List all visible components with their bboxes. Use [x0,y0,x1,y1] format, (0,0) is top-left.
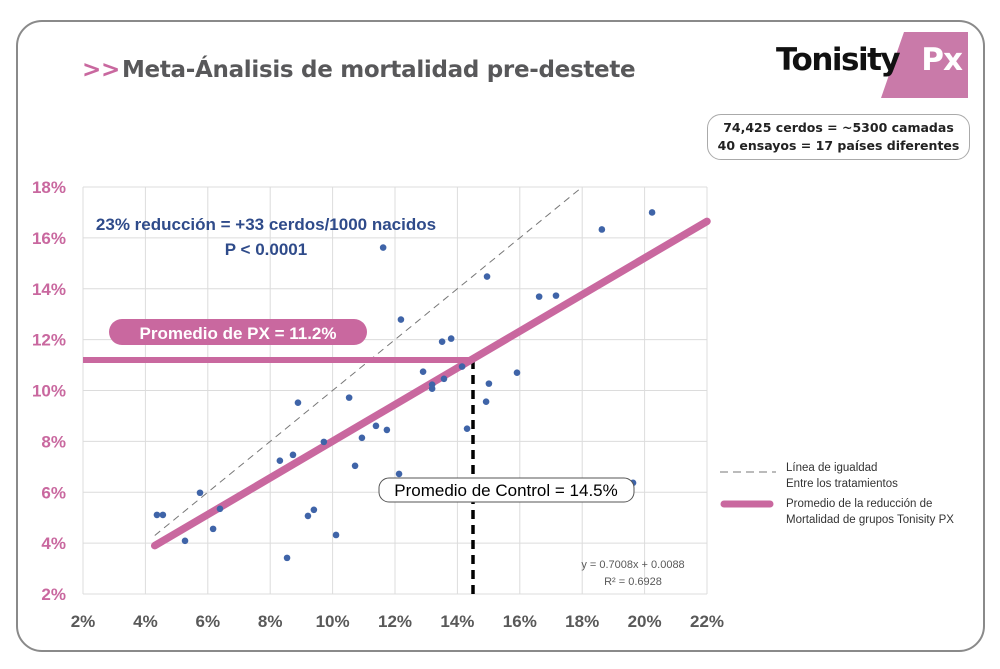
stats-box: 74,425 cerdos = ~5300 camadas 40 ensayos… [707,114,970,160]
data-point [345,394,353,401]
data-point [351,462,359,470]
y-tick-label: 2% [41,585,66,604]
legend-dashed-line-icon [720,471,776,473]
y-tick-label: 8% [41,432,66,451]
logo-shape [881,32,968,98]
data-point [482,398,490,405]
x-tick-label: 18% [565,612,599,631]
slide-frame [16,20,985,652]
y-tick-label: 10% [32,382,66,401]
legend-trend-line-2: Mortalidad de grupos Tonisity PX [786,514,954,526]
data-point [209,525,217,533]
data-point [598,226,606,233]
legend-identity-line-2: Entre los tratamientos [786,478,898,490]
stats-line-2: 40 ensayos = 17 países diferentes [717,138,960,153]
control-average-badge [378,477,635,503]
data-point [552,292,560,299]
chart-legend: Línea de igualdad Entre los tratamientos… [718,460,988,532]
title-text: Meta-Ánalisis de mortalidad pre-destete [121,57,636,83]
x-axis-ticks: 2% 4% 6% 8% 10% 12% 14% 16% 18% 20% 22% [71,612,724,631]
x-tick-label: 12% [378,612,412,631]
data-point [216,505,224,513]
data-point [372,422,380,430]
x-tick-label: 14% [440,612,474,631]
logo-pink-parallelogram [881,32,968,98]
y-tick-label: 6% [41,483,66,502]
data-point [485,380,493,387]
x-tick-label: 6% [196,612,221,631]
y-tick-label: 18% [32,178,66,197]
reduction-annotation: 23% reducción = +33 cerdos/1000 nacidos [96,215,436,234]
data-point [310,506,318,514]
px-average-label: Promedio de PX = 11.2% [139,324,336,343]
p-value-annotation: P < 0.0001 [225,240,307,259]
x-tick-label: 2% [71,612,96,631]
title-arrows: >> [82,57,120,83]
data-point [395,470,403,478]
data-point [397,316,405,323]
y-tick-label: 16% [32,229,66,248]
legend-pink-line-icon [720,500,774,508]
control-average-label: Promedio de Control = 14.5% [394,481,618,500]
px-average-badge [109,319,367,345]
logo-px: Px [921,42,963,78]
data-point [483,273,491,280]
y-tick-label: 12% [32,331,66,350]
y-tick-label: 14% [32,280,66,299]
y-axis-ticks: 2% 4% 6% 8% 10% 12% 14% 16% 18% [32,178,66,604]
data-point [513,369,521,376]
data-point [458,363,466,370]
data-point [289,451,297,459]
x-tick-label: 8% [258,612,283,631]
data-point [379,244,387,251]
data-points [153,209,656,562]
legend-item-trend: Promedio de la reducción de Mortalidad d… [718,496,988,532]
legend-item-identity: Línea de igualdad Entre los tratamientos [718,460,988,496]
trend-equation: y = 0.7008x + 0.0088 [581,559,684,571]
data-point [153,511,161,519]
logo-word: Tonisity [776,42,901,78]
data-point [447,335,455,342]
data-point [332,531,340,539]
x-tick-label: 10% [316,612,350,631]
data-point [438,338,446,345]
data-point [440,375,448,383]
tonisity-px-logo: Tonisity Px [776,30,970,100]
x-tick-label: 22% [690,612,724,631]
data-point [383,426,391,434]
legend-identity-line-1: Línea de igualdad [786,462,878,474]
x-tick-label: 16% [503,612,537,631]
data-point [181,537,189,545]
legend-trend-line-1: Promedio de la reducción de [786,498,933,510]
data-point [648,209,656,216]
identity-line [154,189,580,536]
trend-r2: R² = 0.6928 [604,576,662,588]
data-point [463,425,471,432]
data-point [283,554,291,562]
x-tick-label: 20% [628,612,662,631]
data-point [535,293,543,300]
data-point [428,385,436,393]
data-point [320,438,328,446]
data-point [304,512,312,520]
data-point [419,368,427,375]
data-point [196,489,204,497]
page-title: >>Meta-Ánalisis de mortalidad pre-destet… [82,57,636,83]
data-point [159,511,167,519]
stats-line-1: 74,425 cerdos = ~5300 camadas [723,120,954,135]
data-point [358,434,366,442]
y-tick-label: 4% [41,534,66,553]
x-tick-label: 4% [133,612,158,631]
data-point [276,457,284,465]
data-point [294,399,302,407]
